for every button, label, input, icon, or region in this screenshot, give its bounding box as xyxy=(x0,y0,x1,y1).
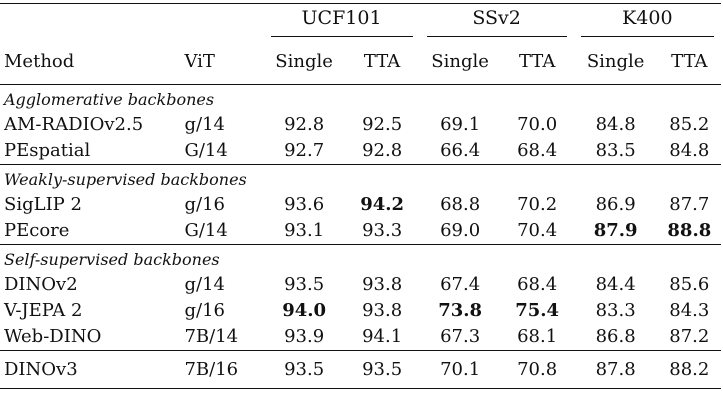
table-row: DINOv2 g/14 93.5 93.8 67.4 68.4 84.4 85.6 xyxy=(0,272,721,298)
value-cell: 93.5 xyxy=(284,274,325,295)
header-tta: TTA xyxy=(363,51,401,72)
method-cell: DINOv2 xyxy=(4,274,78,295)
value-cell: 93.9 xyxy=(284,326,325,347)
method-cell: SigLIP 2 xyxy=(4,194,82,215)
value-cell: 93.8 xyxy=(362,274,403,295)
method-cell: PEspatial xyxy=(4,140,91,161)
column-group-row: UCF101 SSv2 K400 xyxy=(0,3,721,41)
value-cell: 68.4 xyxy=(517,274,558,295)
column-header-row: Method ViT Single TTA Single TTA Single … xyxy=(0,40,721,85)
value-cell: 93.5 xyxy=(284,358,325,380)
vit-cell: g/14 xyxy=(184,114,225,135)
value-cell: 67.4 xyxy=(440,274,481,295)
vit-cell: 7B/14 xyxy=(184,326,239,347)
section-header-row: Self-supervised backbones xyxy=(0,244,721,273)
table-row: PEspatial G/14 92.7 92.8 66.4 68.4 83.5 84.8 xyxy=(0,138,721,165)
value-cell: 94.0 xyxy=(282,300,327,321)
value-cell: 67.3 xyxy=(440,326,481,347)
table-row: SigLIP 2 g/16 93.6 94.2 68.8 70.2 86.9 87.7 xyxy=(0,192,721,218)
value-cell: 84.8 xyxy=(669,140,710,161)
group-header-ssv2: SSv2 xyxy=(420,4,574,41)
method-cell: AM-RADIOv2.5 xyxy=(4,114,144,135)
value-cell: 70.2 xyxy=(517,194,558,215)
table-row: DINOv3 7B/16 93.5 93.5 70.1 70.8 87.8 88.2 xyxy=(0,350,721,389)
value-cell: 86.8 xyxy=(595,326,636,347)
value-cell: 68.1 xyxy=(517,326,558,347)
table-row: V-JEPA 2 g/16 94.0 93.8 73.8 75.4 83.3 84.3 xyxy=(0,298,721,324)
value-cell: 88.8 xyxy=(667,220,712,241)
header-tta: TTA xyxy=(671,51,708,72)
section-title: Weakly-supervised backbones xyxy=(4,170,247,189)
header-vit: ViT xyxy=(184,51,215,72)
header-method: Method xyxy=(4,51,75,72)
table-row: Web-DINO 7B/14 93.9 94.1 67.3 68.1 86.8 87.2 xyxy=(0,324,721,351)
table-body: UCF101 SSv2 K400 Method ViT Single TTA S… xyxy=(0,3,721,389)
value-cell: 85.2 xyxy=(669,114,710,135)
vit-cell: g/16 xyxy=(184,194,225,215)
section-header-row: Weakly-supervised backbones xyxy=(0,164,721,193)
value-cell: 92.5 xyxy=(362,114,403,135)
method-cell: DINOv3 xyxy=(4,358,78,380)
value-cell: 84.8 xyxy=(595,114,636,135)
value-cell: 87.7 xyxy=(669,194,710,215)
value-cell: 87.2 xyxy=(669,326,710,347)
value-cell: 92.7 xyxy=(284,140,325,161)
value-cell: 66.4 xyxy=(440,140,481,161)
vit-cell: g/14 xyxy=(184,274,225,295)
value-cell: 70.4 xyxy=(517,220,558,241)
vit-cell: G/14 xyxy=(184,220,228,241)
value-cell: 68.4 xyxy=(517,140,558,161)
table-row: AM-RADIOv2.5 g/14 92.8 92.5 69.1 70.0 84.8 85.2 xyxy=(0,112,721,138)
value-cell: 70.1 xyxy=(440,358,481,380)
value-cell: 88.2 xyxy=(669,358,710,380)
value-cell: 93.6 xyxy=(284,194,325,215)
value-cell: 92.8 xyxy=(362,140,403,161)
method-cell: Web-DINO xyxy=(4,326,102,347)
value-cell: 87.9 xyxy=(593,220,638,241)
value-cell: 69.1 xyxy=(440,114,481,135)
section-header-row: Agglomerative backbones xyxy=(0,84,721,113)
header-single: Single xyxy=(275,51,333,72)
value-cell: 87.8 xyxy=(595,358,636,380)
value-cell: 93.3 xyxy=(362,220,403,241)
value-cell: 92.8 xyxy=(284,114,325,135)
vit-cell: g/16 xyxy=(184,300,225,321)
value-cell: 75.4 xyxy=(515,300,560,321)
value-cell: 93.8 xyxy=(362,300,403,321)
value-cell: 68.8 xyxy=(440,194,481,215)
group-header-k400: K400 xyxy=(574,4,721,41)
value-cell: 84.3 xyxy=(669,300,710,321)
value-cell: 83.3 xyxy=(595,300,636,321)
table-row: PEcore G/14 93.1 93.3 69.0 70.4 87.9 88.8 xyxy=(0,218,721,245)
method-cell: PEcore xyxy=(4,220,70,241)
empty-cell xyxy=(184,4,263,41)
value-cell: 93.1 xyxy=(284,220,325,241)
vit-cell: 7B/16 xyxy=(184,358,239,380)
results-table: UCF101 SSv2 K400 Method ViT Single TTA S… xyxy=(0,3,721,389)
value-cell: 70.8 xyxy=(517,358,558,380)
value-cell: 69.0 xyxy=(440,220,481,241)
header-tta: TTA xyxy=(518,51,556,72)
value-cell: 83.5 xyxy=(595,140,636,161)
value-cell: 94.1 xyxy=(362,326,403,347)
value-cell: 93.5 xyxy=(362,358,403,380)
value-cell: 85.6 xyxy=(669,274,710,295)
value-cell: 84.4 xyxy=(595,274,636,295)
group-header-ucf101: UCF101 xyxy=(264,4,420,41)
value-cell: 94.2 xyxy=(360,194,405,215)
value-cell: 86.9 xyxy=(595,194,636,215)
vit-cell: G/14 xyxy=(184,140,228,161)
value-cell: 73.8 xyxy=(438,300,483,321)
value-cell: 70.0 xyxy=(517,114,558,135)
method-cell: V-JEPA 2 xyxy=(4,300,83,321)
header-single: Single xyxy=(586,51,645,72)
section-title: Self-supervised backbones xyxy=(4,250,220,269)
header-single: Single xyxy=(431,51,489,72)
empty-cell xyxy=(0,4,184,41)
section-title: Agglomerative backbones xyxy=(4,90,215,109)
